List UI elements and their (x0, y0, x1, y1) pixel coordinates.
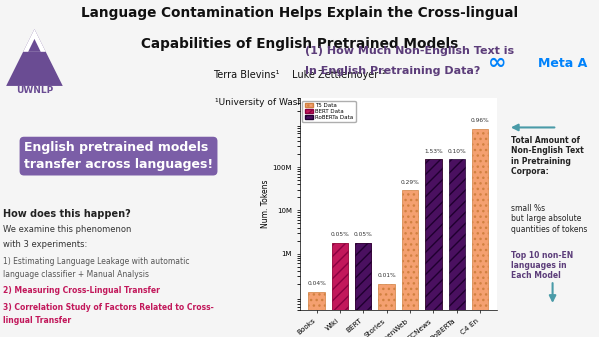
Polygon shape (6, 29, 63, 86)
Bar (332, 243, 348, 337)
Text: with 3 experiments:: with 3 experiments: (3, 240, 87, 249)
Text: Terra Blevins¹    Luke Zettlemoyer¹²: Terra Blevins¹ Luke Zettlemoyer¹² (213, 70, 386, 80)
Text: Language Contamination Helps Explain the Cross-lingual: Language Contamination Helps Explain the… (81, 6, 518, 20)
Text: 0.05%: 0.05% (354, 232, 373, 237)
Text: (1) How Much Non-English Text is: (1) How Much Non-English Text is (305, 46, 515, 56)
Bar (355, 243, 371, 337)
Text: 0.96%: 0.96% (471, 118, 489, 123)
Text: ∞: ∞ (488, 53, 507, 73)
Text: 0.04%: 0.04% (307, 281, 326, 286)
Legend: T5 Data, BERT Data, RoBERTa Data: T5 Data, BERT Data, RoBERTa Data (302, 100, 356, 122)
Text: 0.10%: 0.10% (447, 149, 466, 154)
Text: lingual Transfer: lingual Transfer (3, 316, 71, 325)
Text: How does this happen?: How does this happen? (3, 209, 131, 218)
Bar (472, 129, 488, 337)
Text: UWNLP: UWNLP (16, 86, 53, 95)
Text: 2) Measuring Cross-Lingual Transfer: 2) Measuring Cross-Lingual Transfer (3, 286, 160, 296)
Bar (425, 159, 441, 337)
Bar (402, 190, 418, 337)
Text: Total Amount of
Non-English Text
in Pretraining
Corpora:: Total Amount of Non-English Text in Pret… (511, 136, 583, 176)
Text: 1) Estimating Language Leakage with automatic: 1) Estimating Language Leakage with auto… (3, 257, 189, 266)
Polygon shape (28, 39, 41, 52)
Bar (449, 159, 465, 337)
Y-axis label: Num. Tokens: Num. Tokens (261, 180, 270, 228)
Text: English pretrained models
transfer across languages!: English pretrained models transfer acros… (24, 141, 213, 171)
Text: 1.53%: 1.53% (424, 149, 443, 154)
Text: Capabilities of English Pretrained Models: Capabilities of English Pretrained Model… (141, 37, 458, 51)
Text: language classifier + Manual Analysis: language classifier + Manual Analysis (3, 270, 149, 279)
Text: We examine this phenomenon: We examine this phenomenon (3, 225, 131, 234)
Polygon shape (23, 29, 46, 52)
Text: In English Pretraining Data?: In English Pretraining Data? (305, 66, 480, 76)
Text: 3) Correlation Study of Factors Related to Cross-: 3) Correlation Study of Factors Related … (3, 303, 214, 312)
Text: small %s
but large absolute
quantities of tokens: small %s but large absolute quantities o… (511, 204, 587, 234)
Text: ¹University of Washington    ² Meta AI: ¹University of Washington ² Meta AI (215, 98, 384, 107)
Text: 0.05%: 0.05% (331, 232, 349, 237)
Text: 0.01%: 0.01% (377, 273, 396, 278)
Bar (332, 243, 348, 337)
Bar (425, 159, 441, 337)
Bar (308, 292, 325, 337)
Text: Top 10 non-EN
languages in
Each Model: Top 10 non-EN languages in Each Model (511, 251, 573, 280)
Bar (379, 284, 395, 337)
Text: 0.29%: 0.29% (401, 180, 419, 185)
Bar (355, 243, 371, 337)
Text: Meta A: Meta A (539, 57, 588, 70)
